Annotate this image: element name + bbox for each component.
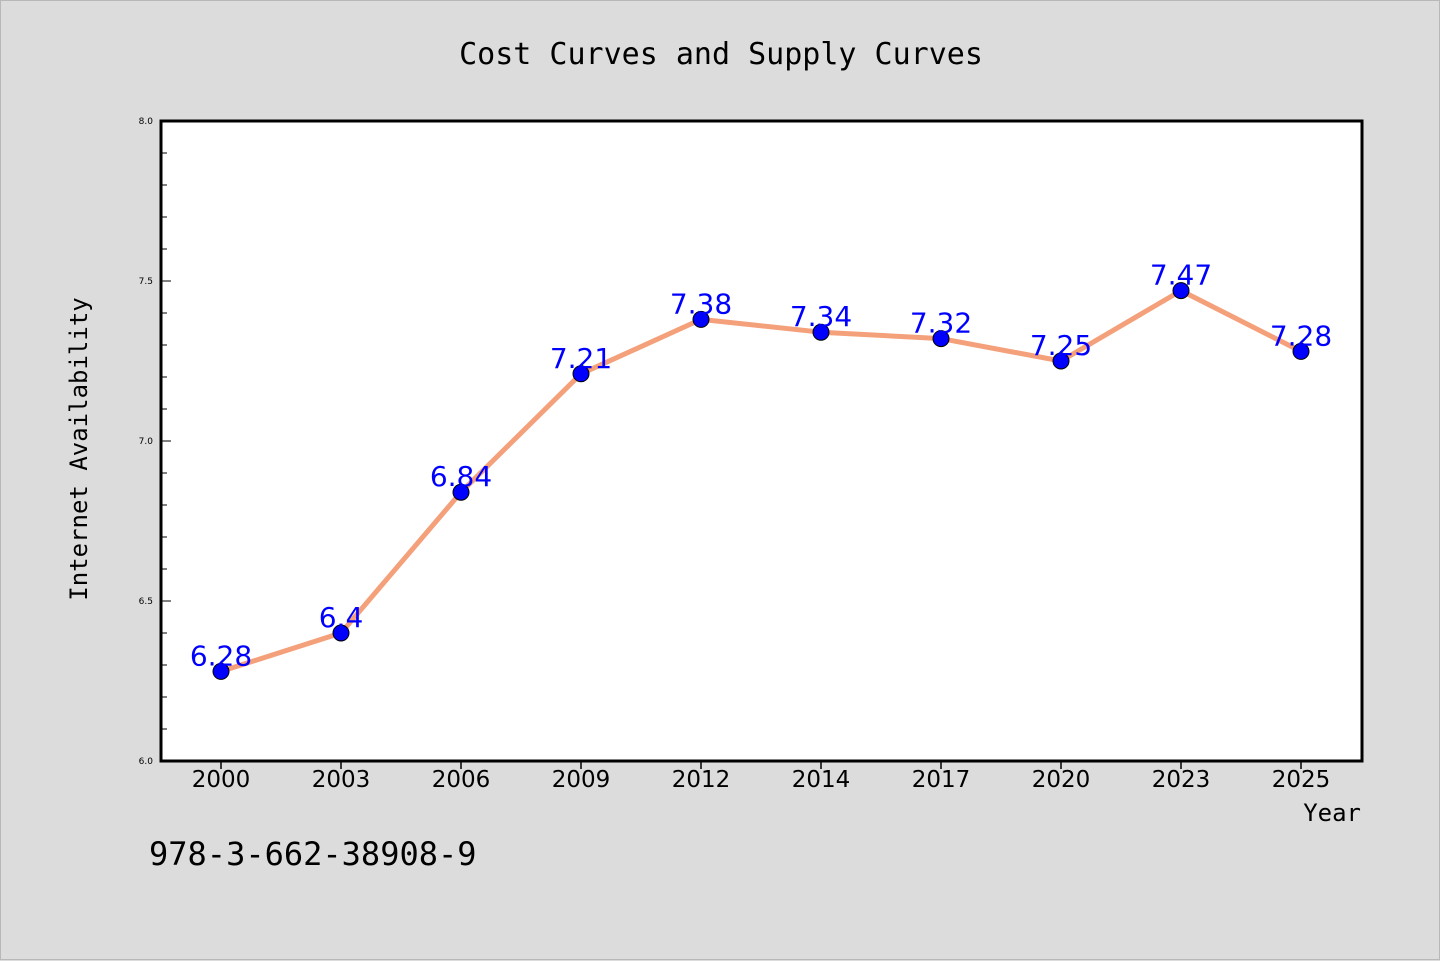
y-tick-label: 7.5 [139,277,153,287]
data-point [572,365,590,383]
series-line [218,288,1304,674]
x-tick-label: 2014 [792,767,851,793]
x-tick-label: 2017 [912,767,971,793]
x-tick-label: 2003 [312,767,371,793]
data-label: 7.34 [790,300,852,333]
plot-area [159,119,1364,763]
data-point [332,624,350,642]
data-point [1052,352,1070,370]
x-tick-label: 2023 [1152,767,1211,793]
y-tick-label: 7.0 [139,437,154,447]
x-tick-label: 2020 [1032,767,1091,793]
data-point [212,662,230,680]
x-tick-label: 2006 [432,767,491,793]
data-point [1172,282,1190,300]
data-label: 7.25 [1030,329,1092,362]
data-label: 7.32 [910,307,972,340]
data-label: 7.38 [670,287,732,320]
data-point [812,323,830,341]
data-point [1292,342,1310,360]
data-point [932,330,950,348]
x-tick-label: 2025 [1272,767,1331,793]
y-axis-ticks: 6.0 6.5 7.0 7.5 8.0 [139,117,171,767]
x-tick-label: 2009 [552,767,611,793]
data-label: 7.47 [1150,259,1212,292]
data-label: 7.28 [1270,319,1332,352]
data-label: 7.21 [550,342,612,375]
data-label: 6.28 [190,639,252,672]
data-point [692,310,710,328]
y-tick-label: 8.0 [139,117,154,127]
data-point [452,483,470,501]
series-layer: 6.28 6.4 6.84 7.21 7.38 7.34 7.32 7.25 7.47 7.28 [190,259,1332,680]
y-axis-label: Internet Availability [65,297,93,600]
y-tick-label: 6.0 [139,757,154,767]
x-axis-label: Year [1303,799,1361,827]
x-tick-label: 2012 [672,767,731,793]
data-label: 6.4 [319,601,364,634]
y-tick-label: 6.5 [139,597,153,607]
x-axis-ticks: 2000 2003 2006 2009 2012 2014 2017 2020 2023 2025 [192,761,1331,793]
chart-title: Cost Curves and Supply Curves [459,37,983,72]
x-tick-label: 2000 [192,767,251,793]
footer-isbn: 978-3-662-38908-9 [149,835,477,873]
data-label: 6.84 [430,460,492,493]
